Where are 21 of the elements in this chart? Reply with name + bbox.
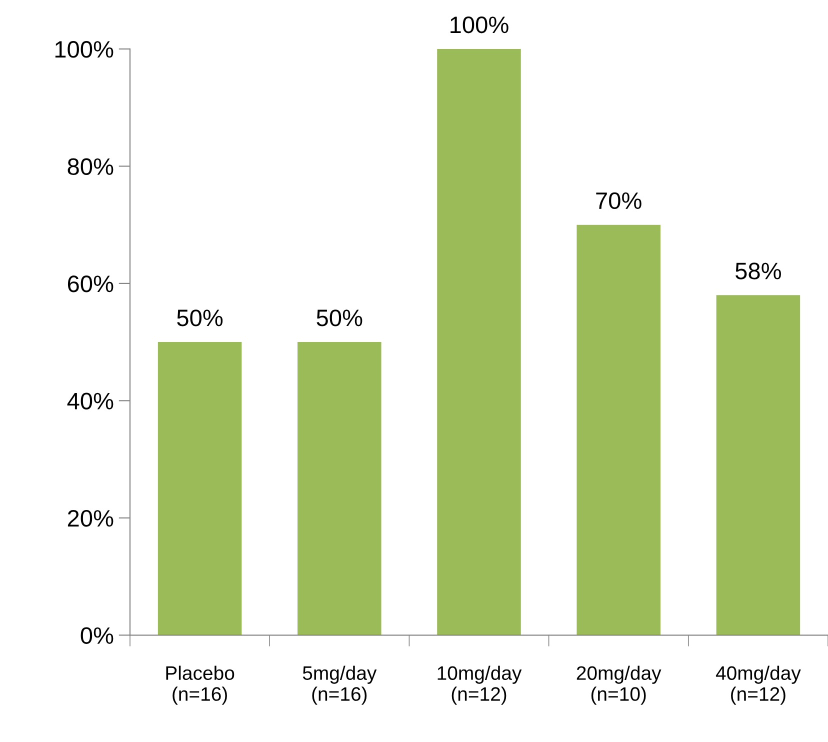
y-tick-label: 100%	[55, 41, 114, 58]
data-label: 58%	[736, 262, 781, 280]
x-tick-label: 20mg/day (n=10)	[576, 666, 662, 705]
data-label: 100%	[450, 16, 508, 34]
y-tick-label: 40%	[67, 392, 114, 410]
bar	[298, 342, 382, 636]
x-tick-label: Placebo (n=16)	[166, 666, 234, 705]
data-label: 50%	[316, 310, 362, 326]
y-tick-label: 20%	[68, 510, 114, 527]
bar	[576, 224, 660, 636]
y-tick-label: 80%	[68, 158, 114, 175]
y-tick-label: 60%	[68, 276, 114, 292]
bar	[437, 48, 521, 636]
bar	[716, 295, 800, 636]
data-label: 50%	[177, 310, 223, 326]
x-tick-label: 5mg/day (n=16)	[302, 666, 377, 705]
data-label: 70%	[596, 192, 642, 210]
x-tick-label: 10mg/day (n=12)	[438, 666, 522, 705]
y-tick-label: 0%	[80, 627, 114, 644]
x-tick-label: 40mg/day (n=12)	[716, 666, 801, 705]
bar	[158, 342, 242, 636]
